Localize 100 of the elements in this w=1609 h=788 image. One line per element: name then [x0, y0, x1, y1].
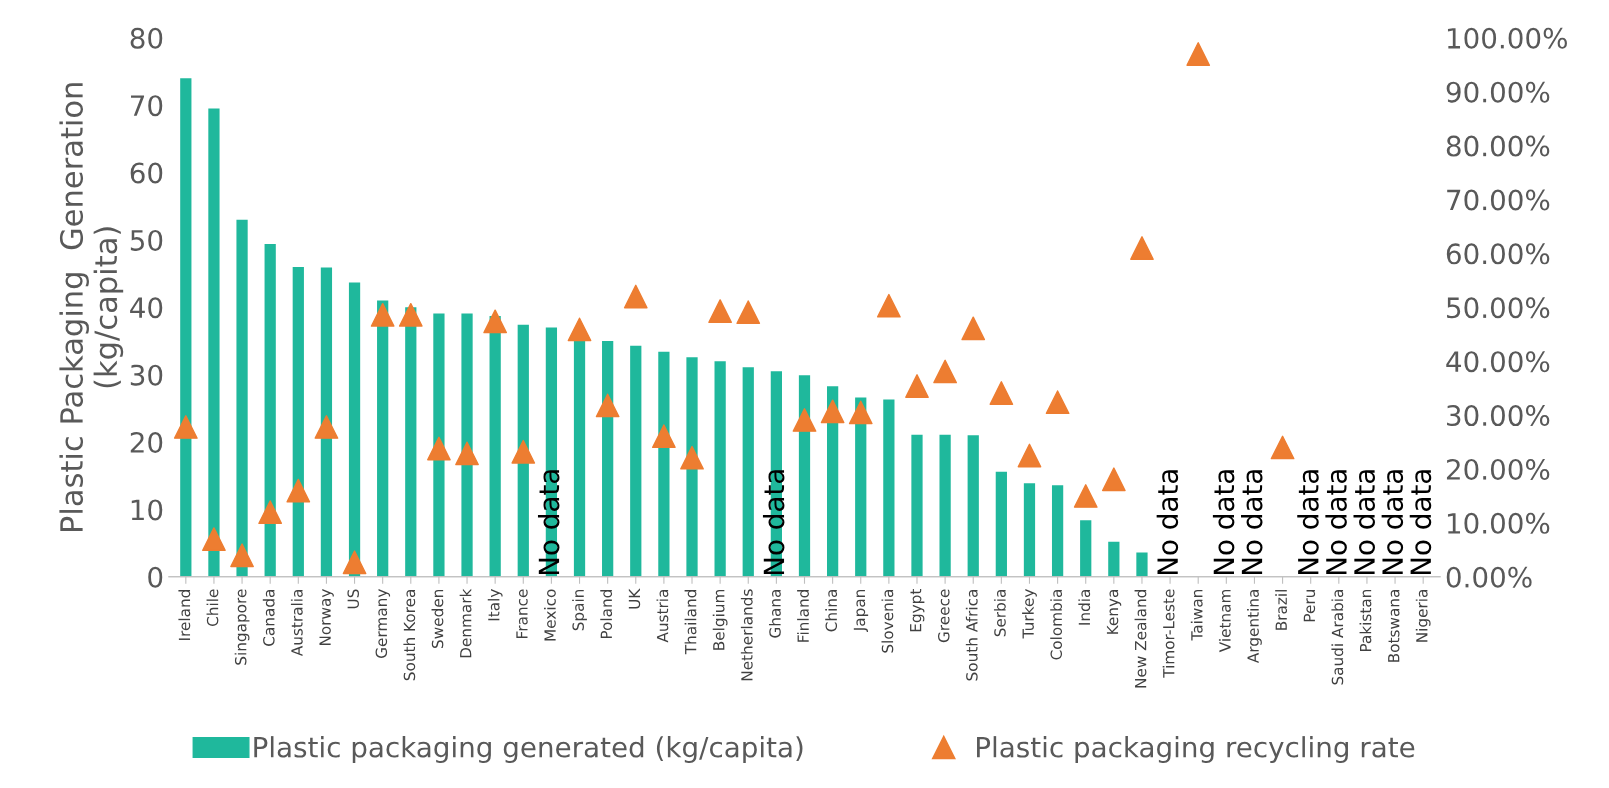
x-tick-label: Peru	[1303, 590, 1316, 622]
x-tick-label: New Zealand	[1134, 590, 1147, 688]
point	[680, 445, 704, 470]
x-tick-label: Singapore	[234, 589, 250, 665]
x-tick-label: Canada	[262, 590, 275, 646]
point	[792, 408, 817, 432]
x-tick-label: UK	[628, 588, 641, 609]
point	[651, 424, 676, 449]
bar	[630, 345, 642, 577]
point	[314, 415, 339, 439]
y2-tick-label: 40.00%	[1446, 351, 1550, 373]
point	[708, 299, 733, 323]
legend-label: Plastic packaging generated (kg/capita)	[254, 736, 803, 763]
x-tick-label: South Korea	[403, 590, 416, 681]
y-tick-label: 0	[148, 566, 163, 588]
point	[286, 478, 311, 503]
y2-tick-label: 90.00%	[1446, 81, 1550, 103]
x-tick-label: China	[825, 590, 838, 632]
bar	[348, 282, 361, 577]
point	[933, 359, 958, 384]
point	[1045, 390, 1070, 415]
point	[1073, 484, 1098, 508]
point	[1130, 236, 1154, 260]
bar	[208, 108, 220, 577]
bar	[405, 307, 417, 577]
point	[370, 302, 395, 327]
point	[848, 400, 873, 425]
x-tick-label: Pakistan	[1359, 589, 1372, 652]
x-tick-label: Turkey	[1022, 589, 1037, 639]
y2-tick-label: 60.00%	[1446, 243, 1550, 265]
annotation: No data	[1156, 470, 1179, 575]
x-tick-label: Vietnam	[1218, 589, 1231, 653]
x-tick-label: Denmark	[459, 588, 472, 658]
point	[1101, 467, 1126, 492]
y-axis-title: Plastic Packaging Generation (kg/capita)	[59, 83, 124, 532]
point	[202, 527, 226, 551]
x-tick-label: Austria	[656, 590, 669, 643]
y2-tick-label: 10.00%	[1447, 512, 1550, 534]
annotation: No data	[1381, 470, 1404, 575]
annotation: No data	[1409, 470, 1432, 575]
point	[567, 317, 592, 342]
point	[483, 309, 508, 334]
y-tick-label: 10	[131, 499, 163, 521]
y2-tick-label: 80.00%	[1446, 135, 1550, 157]
point	[1017, 443, 1042, 468]
x-tick-label: India	[1078, 590, 1091, 625]
x-tick-label: Kenya	[1106, 590, 1122, 634]
bar	[1051, 485, 1064, 577]
bar	[320, 267, 333, 577]
x-tick-label: Netherlands	[740, 589, 753, 681]
x-tick-label: Sweden	[431, 589, 444, 648]
bar	[911, 434, 923, 577]
annotation: No data	[1241, 470, 1263, 575]
bar	[433, 313, 445, 577]
y2-tick-label: 30.00%	[1447, 405, 1550, 427]
point	[173, 415, 198, 439]
bar	[1136, 552, 1148, 577]
x-tick-label: Egypt	[910, 588, 925, 632]
bar	[1108, 541, 1120, 577]
x-tick-label: Thailand	[684, 590, 697, 655]
y-tick-label: 50	[130, 229, 163, 251]
bar	[461, 313, 473, 577]
x-tick-label: Argentina	[1247, 590, 1262, 664]
point	[595, 393, 620, 418]
bar	[489, 316, 501, 577]
bar	[264, 243, 276, 577]
x-tick-label: Colombia	[1050, 590, 1063, 660]
bar	[1080, 520, 1092, 577]
bar	[292, 266, 304, 577]
point	[427, 436, 451, 461]
y-tick-label: 70	[131, 95, 163, 117]
annotation: No data	[1212, 470, 1235, 575]
point	[736, 300, 761, 325]
annotation: No data	[537, 470, 560, 575]
bar	[883, 399, 895, 577]
annotation: No data	[1325, 470, 1347, 575]
x-tick-label: Taiwan	[1190, 589, 1203, 641]
bar	[602, 341, 614, 577]
point	[511, 439, 536, 464]
y2-tick-label: 0.00%	[1446, 566, 1532, 588]
bar	[686, 357, 698, 577]
x-tick-label: Greece	[937, 589, 950, 643]
x-tick-label: Belgium	[712, 589, 728, 650]
annotation: No data	[1297, 470, 1319, 575]
y-tick-label: 20	[130, 432, 163, 454]
x-tick-label: Brazil	[1275, 590, 1288, 630]
bar	[714, 361, 726, 577]
bar	[995, 471, 1007, 577]
x-tick-label: Spain	[572, 589, 587, 631]
x-tick-label: Slovenia	[881, 590, 894, 653]
x-tick-label: Australia	[290, 590, 303, 657]
x-tick-label: France	[516, 589, 528, 638]
y-tick-label: 80	[130, 27, 163, 49]
point	[455, 441, 479, 466]
point	[1186, 42, 1211, 66]
x-tick-label: Poland	[600, 590, 613, 639]
y2-tick-label: 70.00%	[1447, 189, 1550, 211]
point	[961, 316, 986, 341]
x-tick-label: Japan	[853, 589, 869, 633]
bar	[517, 324, 529, 577]
